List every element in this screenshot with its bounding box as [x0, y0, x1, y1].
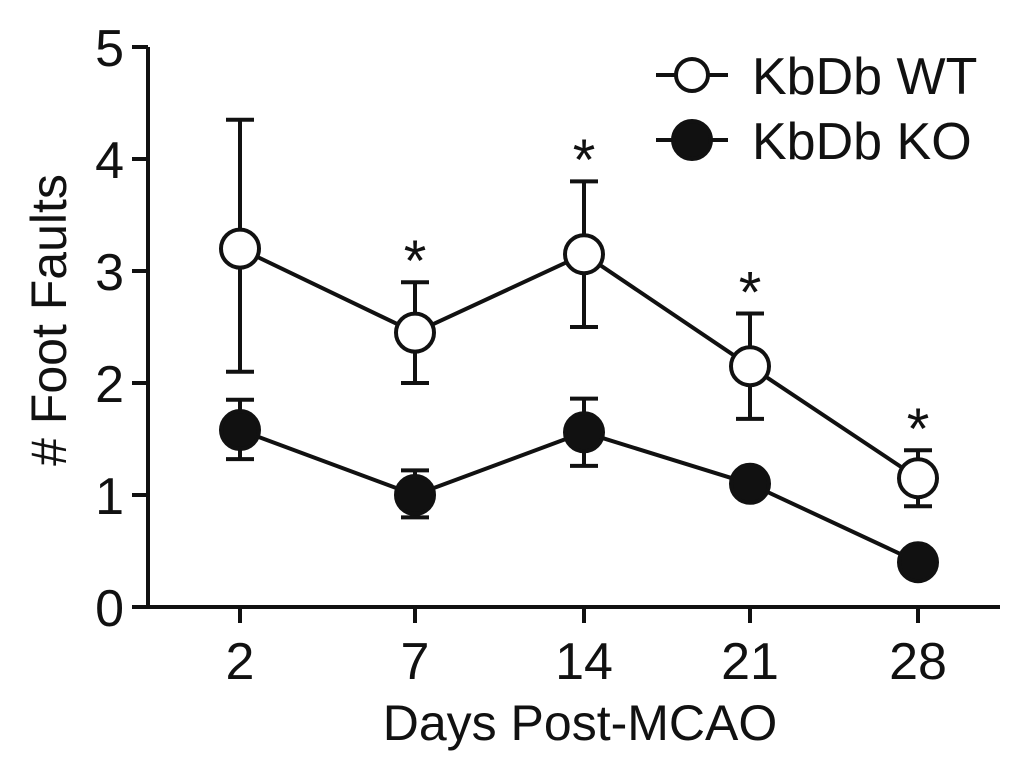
data-point-open	[394, 311, 436, 354]
data-point-open	[219, 227, 261, 270]
data-point-open	[897, 457, 939, 500]
x-tick-label: 21	[721, 633, 779, 691]
data-point-open	[563, 233, 605, 276]
axes: 0 1 2 3 4 5 2 7 14 21 28	[95, 20, 1000, 691]
y-tick-label: 3	[95, 244, 124, 302]
x-tick-label: 28	[889, 633, 947, 691]
x-tick-label: 14	[555, 633, 613, 691]
data-point-filled	[897, 541, 939, 584]
data-point-filled	[394, 474, 436, 516]
y-tick-label: 5	[95, 20, 124, 78]
legend-marker-filled	[671, 119, 713, 161]
series-layer	[219, 117, 939, 584]
significance-asterisk: *	[739, 260, 762, 325]
legend-label: KbDb KO	[752, 113, 972, 171]
y-tick-label: 2	[95, 356, 124, 414]
legend-marker-open	[674, 57, 710, 93]
y-axis-label: # Foot Faults	[21, 174, 77, 466]
x-tick-label: 7	[401, 633, 430, 691]
y-tick-label: 4	[95, 132, 124, 190]
data-point-filled	[729, 462, 771, 505]
series-wt	[219, 117, 939, 509]
significance-asterisk: *	[404, 229, 427, 294]
x-tick-label: 2	[226, 633, 255, 691]
series-ko	[219, 396, 939, 584]
significance-asterisk: *	[573, 128, 596, 193]
data-point-filled	[219, 409, 261, 452]
data-point-open	[729, 345, 771, 388]
y-tick-label: 0	[95, 580, 124, 638]
annotation-layer: * * * *	[404, 128, 930, 462]
legend-entry: KbDb KO	[656, 113, 972, 171]
x-axis-label: Days Post-MCAO	[383, 695, 778, 751]
legend-entry: KbDb WT	[656, 48, 977, 106]
legend: KbDb WT KbDb KO	[656, 48, 977, 171]
legend-label: KbDb WT	[752, 48, 977, 106]
significance-asterisk: *	[907, 397, 930, 462]
y-tick-label: 1	[95, 468, 124, 526]
data-point-filled	[563, 411, 605, 454]
